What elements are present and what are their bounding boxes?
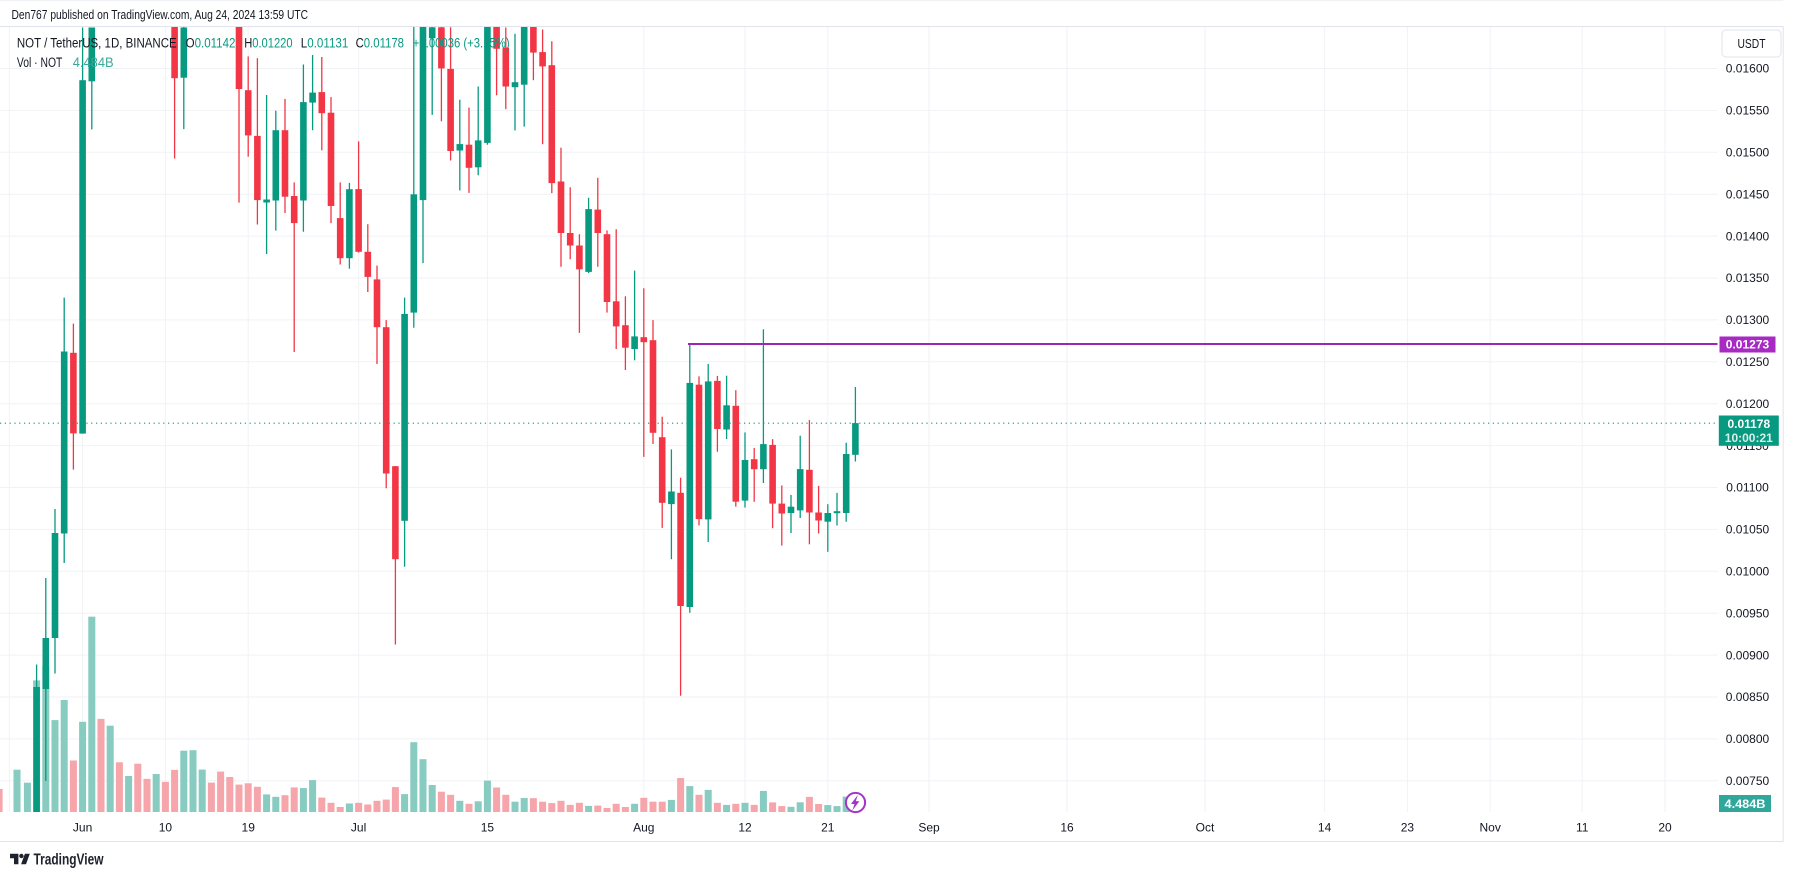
svg-text:4.484B: 4.484B xyxy=(73,55,114,70)
svg-text:0.01450: 0.01450 xyxy=(1726,187,1770,201)
svg-text:0.01300: 0.01300 xyxy=(1726,313,1770,327)
svg-text:4.484B: 4.484B xyxy=(1725,797,1766,811)
svg-text:10: 10 xyxy=(159,821,173,835)
svg-text:NOT / TetherUS, 1D, BINANCE: NOT / TetherUS, 1D, BINANCE xyxy=(17,36,177,51)
svg-text:19: 19 xyxy=(242,821,256,835)
svg-text:Jul: Jul xyxy=(351,821,366,835)
svg-text:0.01550: 0.01550 xyxy=(1726,104,1770,118)
svg-text:H0.01220: H0.01220 xyxy=(244,36,292,51)
svg-text:14: 14 xyxy=(1318,821,1332,835)
svg-text:0.00750: 0.00750 xyxy=(1726,774,1770,788)
svg-text:10:00:21: 10:00:21 xyxy=(1725,431,1773,445)
svg-text:20: 20 xyxy=(1658,821,1672,835)
svg-text:Sep: Sep xyxy=(918,821,940,835)
svg-text:0.00900: 0.00900 xyxy=(1726,648,1770,662)
svg-text:Oct: Oct xyxy=(1196,821,1215,835)
svg-text:Vol · NOT: Vol · NOT xyxy=(17,55,63,70)
svg-text:16: 16 xyxy=(1060,821,1074,835)
svg-text:12: 12 xyxy=(738,821,752,835)
svg-text:O0.01142: O0.01142 xyxy=(186,36,236,51)
svg-text:0.01050: 0.01050 xyxy=(1726,523,1770,537)
svg-text:USDT: USDT xyxy=(1738,37,1766,51)
svg-text:+0.00036 (+3.15%): +0.00036 (+3.15%) xyxy=(413,36,510,51)
svg-text:0.01000: 0.01000 xyxy=(1726,565,1770,579)
svg-text:15: 15 xyxy=(481,821,495,835)
svg-text:Aug: Aug xyxy=(633,821,654,835)
svg-text:0.00800: 0.00800 xyxy=(1726,732,1770,746)
svg-text:0.01350: 0.01350 xyxy=(1726,271,1770,285)
svg-text:0.00950: 0.00950 xyxy=(1726,606,1770,620)
svg-text:0.01200: 0.01200 xyxy=(1726,397,1770,411)
svg-text:0.00850: 0.00850 xyxy=(1726,690,1770,704)
svg-text:L0.01131: L0.01131 xyxy=(301,36,349,51)
svg-text:0.01600: 0.01600 xyxy=(1726,62,1770,76)
svg-text:Nov: Nov xyxy=(1480,821,1501,835)
svg-text:Den767 published on TradingVie: Den767 published on TradingView.com, Aug… xyxy=(12,7,309,22)
svg-text:Jun: Jun xyxy=(73,821,92,835)
svg-text:11: 11 xyxy=(1576,821,1589,835)
svg-text:21: 21 xyxy=(821,821,835,835)
svg-text:0.01178: 0.01178 xyxy=(1727,417,1770,431)
svg-text:0.01100: 0.01100 xyxy=(1726,481,1769,495)
svg-text:TradingView: TradingView xyxy=(34,851,105,868)
svg-text:0.01273: 0.01273 xyxy=(1726,338,1770,352)
svg-text:0.01250: 0.01250 xyxy=(1726,355,1770,369)
svg-text:23: 23 xyxy=(1401,821,1415,835)
svg-text:C0.01178: C0.01178 xyxy=(356,36,404,51)
svg-text:0.01400: 0.01400 xyxy=(1726,229,1770,243)
svg-text:0.01500: 0.01500 xyxy=(1726,146,1770,160)
